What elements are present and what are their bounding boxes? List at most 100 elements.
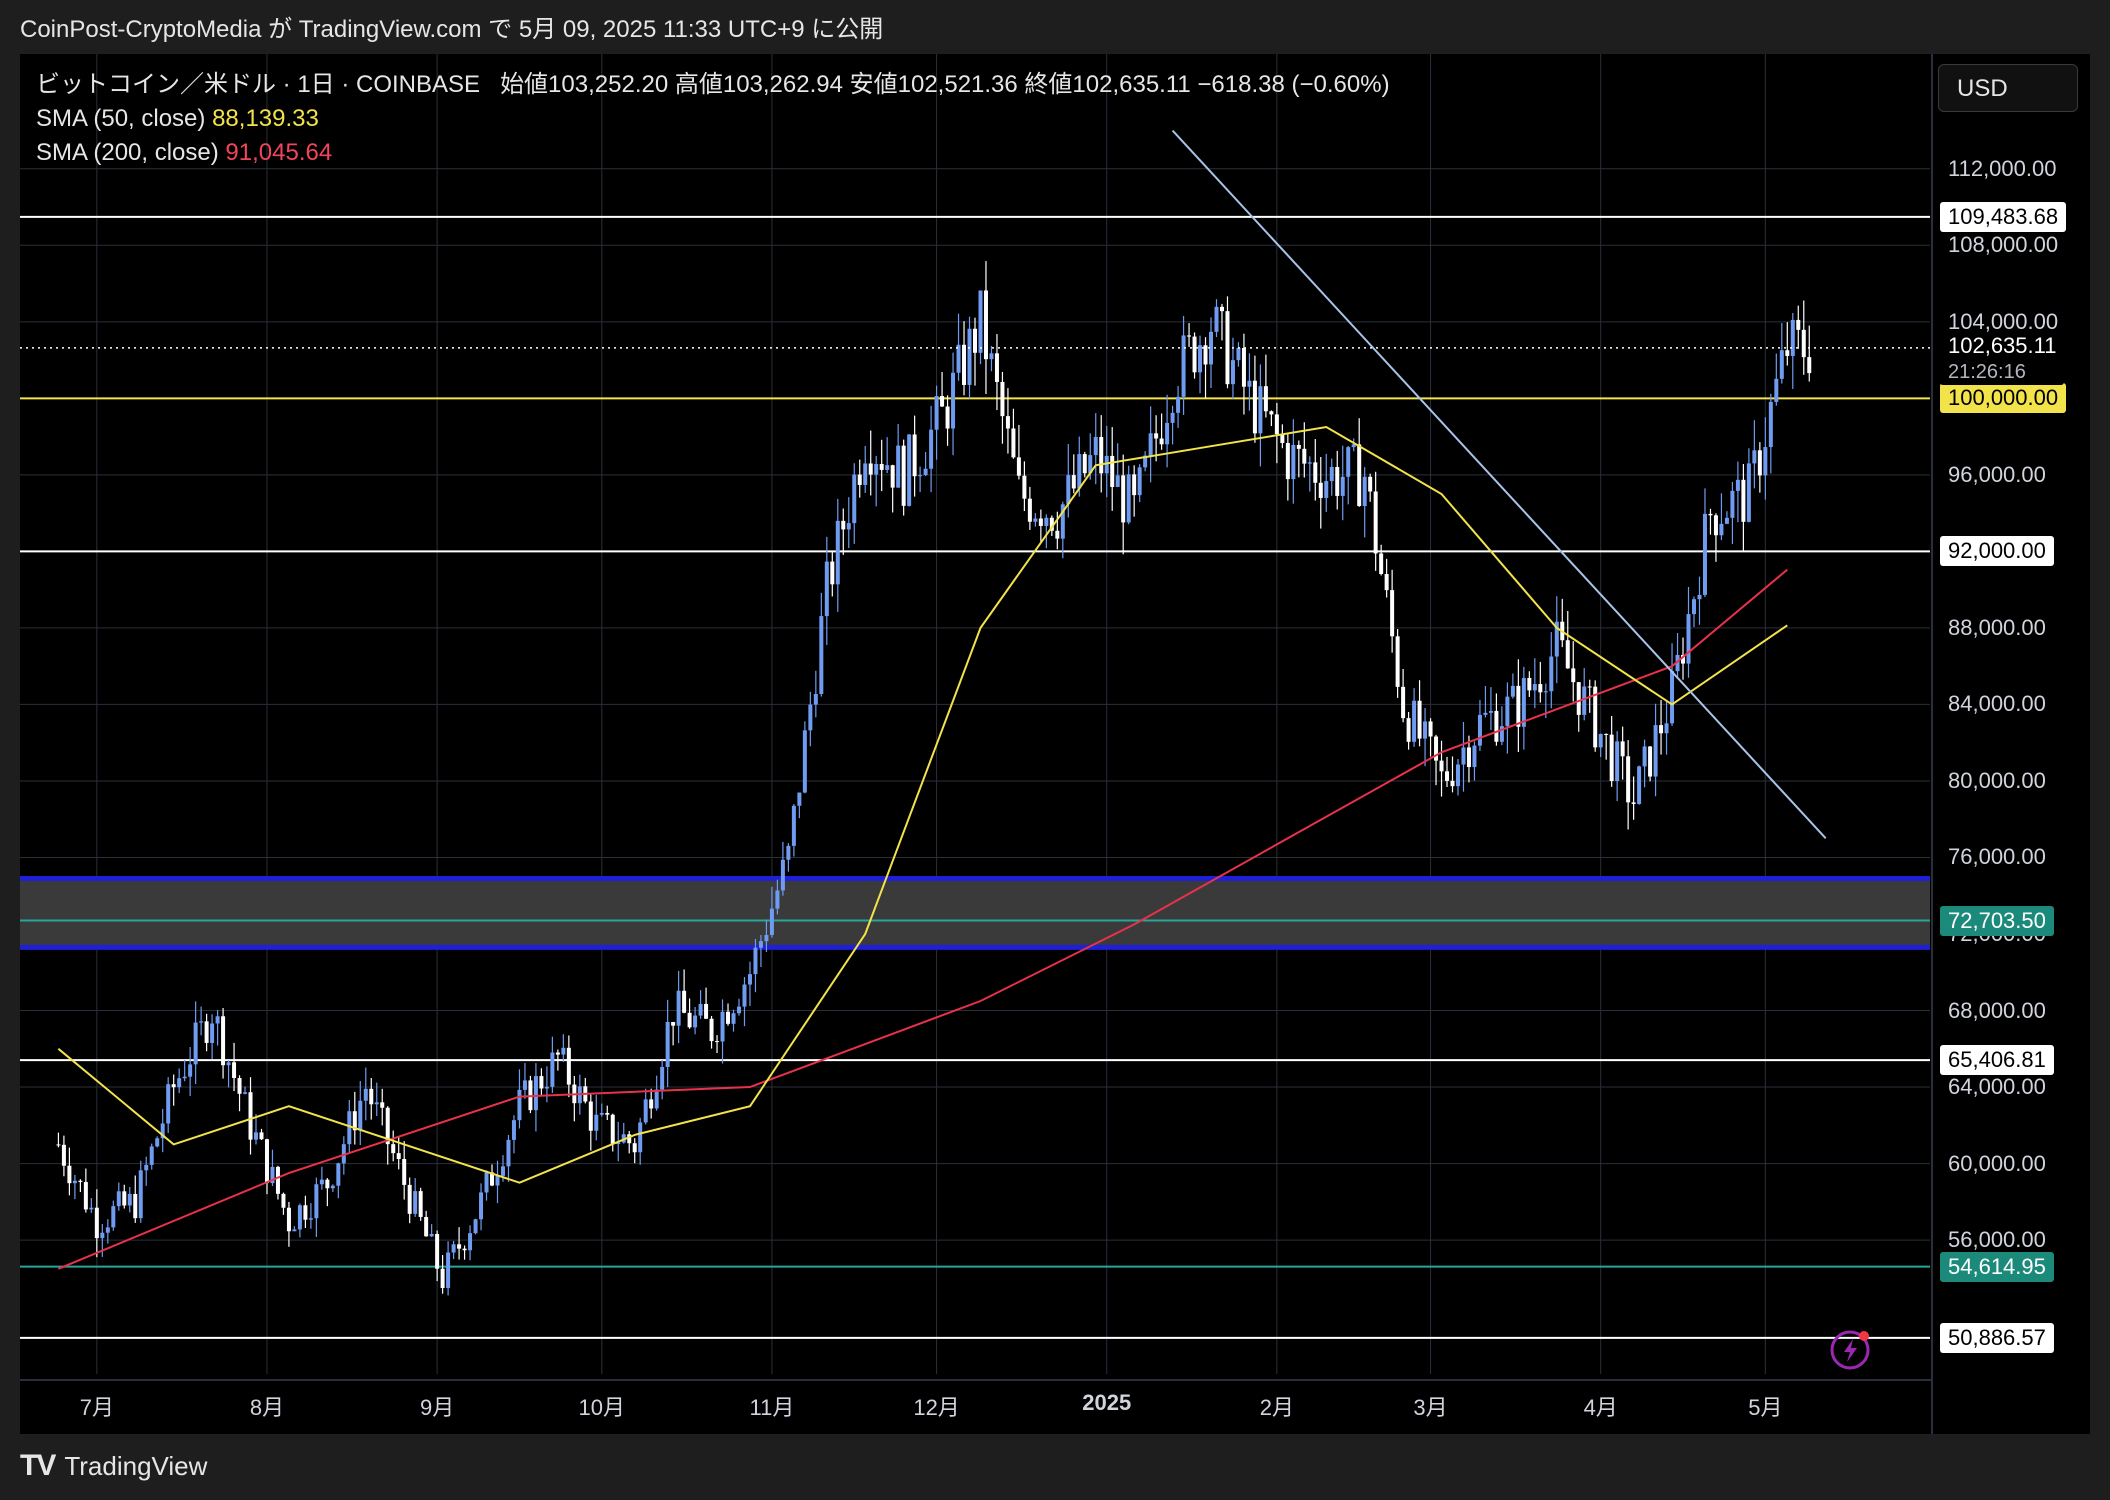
candle-body (385, 1107, 390, 1145)
candle-body (336, 1163, 341, 1186)
candle-body (1285, 443, 1290, 480)
candle-body (676, 990, 681, 1026)
candle-body (599, 1112, 604, 1115)
candle-body (808, 704, 813, 731)
level-price-label[interactable]: 100,000.00 (1940, 383, 2067, 414)
candle-body (1626, 756, 1631, 803)
candle-body (1571, 668, 1576, 683)
candle-body (731, 1013, 736, 1024)
candle-body (1236, 347, 1241, 361)
candle-body (555, 1052, 560, 1055)
chart-legend: ビットコイン／米ドル · 1日 · COINBASE 始値103,252.20 … (36, 68, 1390, 170)
candle-body (1181, 335, 1186, 397)
candle-body (983, 290, 988, 360)
x-tick-label: 9月 (420, 1395, 455, 1420)
current-price-value: 102,635.11 (1948, 332, 2057, 358)
candle-body (967, 328, 972, 385)
candle-body (687, 1012, 692, 1028)
x-tick-label: 8月 (249, 1395, 285, 1420)
candle-body (1527, 677, 1532, 691)
y-tick-label: 76,000.00 (1948, 844, 2046, 870)
candle-body (1121, 475, 1126, 523)
candle-body (166, 1084, 171, 1124)
brand-name[interactable]: TradingView (64, 1450, 208, 1481)
candle-body (303, 1205, 308, 1220)
candle-body (1445, 771, 1450, 781)
candle-body (380, 1102, 385, 1108)
level-price-label[interactable]: 50,886.57 (1940, 1322, 2054, 1353)
candle-body (698, 1003, 703, 1016)
level-price-label[interactable]: 54,614.95 (1940, 1251, 2054, 1282)
candle-body (226, 1062, 231, 1066)
symbol-label[interactable]: ビットコイン／米ドル · 1日 · COINBASE (36, 71, 481, 98)
level-price-label[interactable]: 65,406.81 (1940, 1045, 2054, 1076)
level-price-label[interactable]: 72,703.50 (1940, 905, 2054, 936)
candle-body (243, 1092, 248, 1094)
sma200-row[interactable]: SMA (200, close) 91,045.64 (36, 136, 1390, 170)
candle-body (1027, 498, 1032, 522)
candle-body (100, 1232, 105, 1239)
level-price-label[interactable]: 92,000.00 (1940, 536, 2054, 567)
current-price-label[interactable]: 102,635.11 21:26:16 (1940, 332, 2065, 385)
candle-body (61, 1144, 66, 1166)
candle-body (929, 429, 934, 469)
currency-button[interactable]: USD (1938, 64, 2078, 112)
candle-body (149, 1146, 154, 1165)
candle-body (457, 1244, 462, 1249)
candle-body (1741, 479, 1746, 522)
candle-body (358, 1100, 363, 1131)
y-tick-label: 68,000.00 (1948, 997, 2046, 1023)
candle-body (1609, 734, 1614, 782)
candle-body (923, 468, 928, 476)
candle-body (1472, 745, 1477, 768)
candle-body (1011, 428, 1016, 458)
candle-body (83, 1181, 88, 1210)
tradingview-logo-icon[interactable]: TV (20, 1449, 56, 1482)
candle-body (177, 1078, 182, 1088)
candle-body (1494, 710, 1499, 742)
price-chart[interactable] (20, 54, 2090, 1434)
candle-body (1176, 396, 1181, 413)
candle-body (1642, 746, 1647, 767)
candle-body (122, 1191, 127, 1206)
candle-body (199, 1021, 204, 1023)
candle-body (391, 1144, 396, 1154)
level-price-label[interactable]: 109,483.68 (1940, 201, 2067, 232)
candle-body (1697, 594, 1702, 600)
candle-body (1132, 474, 1137, 496)
candle-body (127, 1193, 132, 1206)
candle-body (1659, 725, 1664, 734)
candle-body (643, 1099, 648, 1123)
candle-body (753, 947, 758, 975)
candle-body (835, 520, 840, 585)
candle-body (846, 523, 851, 530)
candle-body (1209, 331, 1214, 365)
candle-body (715, 1041, 720, 1043)
y-tick-label: 112,000.00 (1948, 155, 2057, 181)
candle-body (885, 465, 890, 470)
candle-body (1066, 475, 1071, 505)
candle-body (1735, 479, 1740, 491)
candle-body (627, 1134, 632, 1144)
candle-body (951, 372, 956, 429)
candle-body (1219, 306, 1224, 312)
candle-body (424, 1216, 429, 1237)
candle-body (1790, 319, 1795, 356)
candle-body (1439, 760, 1444, 772)
candle-body (418, 1191, 423, 1217)
candle-body (1318, 482, 1323, 498)
candle-body (1576, 682, 1581, 715)
candle-body (352, 1111, 357, 1131)
sma50-row[interactable]: SMA (50, close) 88,139.33 (36, 102, 1390, 136)
candle-body (171, 1084, 176, 1088)
candle-body (1615, 741, 1620, 782)
candle-body (1187, 335, 1192, 337)
candle-body (89, 1207, 94, 1210)
candle-body (566, 1047, 571, 1085)
candle-body (116, 1191, 121, 1207)
candle-body (1373, 491, 1378, 554)
candle-body (1390, 590, 1395, 637)
candle-body (1681, 654, 1686, 664)
candle-body (407, 1184, 412, 1214)
chart-area[interactable] (20, 54, 2090, 1434)
